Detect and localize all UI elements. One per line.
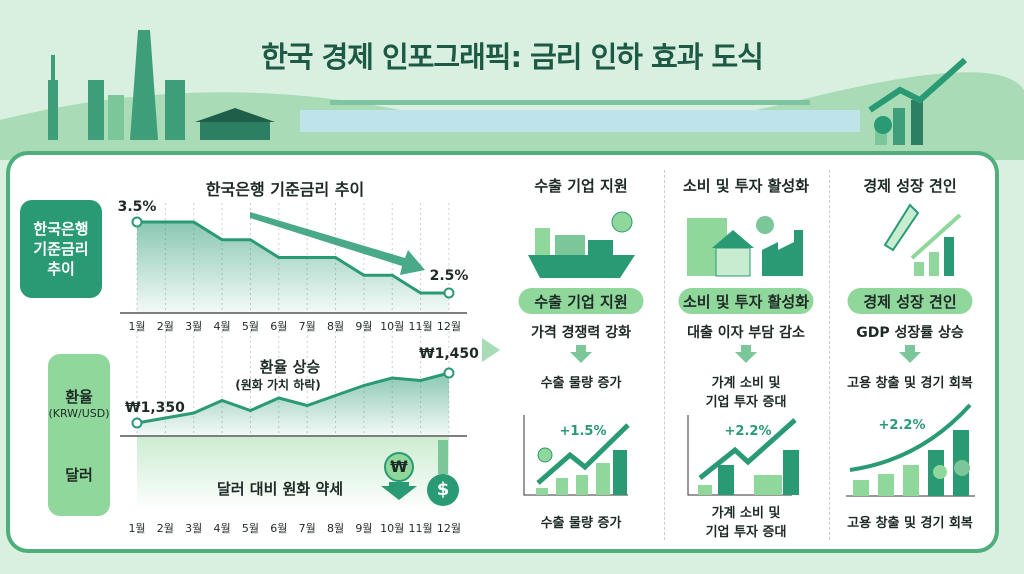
growth-label: +2.2% [724,424,772,439]
column-effect: GDP 성장률 상승 [856,325,964,341]
down-arrow-icon [735,345,757,363]
won-coin-icon: ₩ [384,452,414,482]
rate-heading: 한국은행 기준금리 추이 [205,180,365,199]
rate-start-label: 3.5% [117,199,157,215]
area-fill [137,373,449,436]
month-tick-label: 6월 [270,320,288,333]
flow-arrow-icon [482,338,500,362]
fx-heading: 환율 상승 [259,358,321,376]
month-tick-label: 3월 [185,320,203,333]
column-heading: 수출 기업 지원 [534,177,628,195]
rate-side-label-line: 한국은행 [33,220,89,238]
month-tick-label: 2월 [156,522,174,535]
column-result: 고용 창출 및 경기 회복 [847,376,973,391]
data-point [131,216,143,228]
column-divider [664,170,665,540]
month-tick-label: 10월 [380,320,405,333]
rate-side-label-line: 기준금리 [33,240,89,258]
month-tick-label: 1월 [128,522,146,535]
river [300,110,860,132]
city-buildings-icon [48,30,275,140]
fx-label-top: 환율 [65,387,93,406]
month-tick-label: 4월 [213,522,231,535]
data-point [443,287,455,299]
area-fill [137,222,449,313]
data-point [443,367,455,379]
column-caption: 고용 창출 및 경기 회복 [847,516,973,531]
fx-label-unit: (KRW/USD) [48,406,110,420]
fx-bottom-text: 달러 대비 원화 약세 [216,480,344,498]
month-tick-label: 11월 [408,522,433,535]
fx-start-label: ₩1,350 [125,400,185,416]
down-bar-icon [438,440,448,474]
down-arrow-icon [570,345,592,363]
downtrend-arrow-icon [250,212,425,275]
fx-side-label: 환율 (KRW/USD) 달러 [48,354,110,516]
column-effect: 대출 이자 부담 감소 [687,325,805,341]
month-tick-label: 5월 [241,522,259,535]
growth-chart-icon [868,57,967,145]
bridge [330,100,810,105]
series-line [136,371,450,425]
growth-chart-export-icon [523,415,630,496]
growth-label: +2.2% [878,418,926,433]
rate-end-label: 2.5% [429,268,469,284]
month-tick-label: 7월 [298,320,316,333]
month-tick-label: 12월 [436,522,462,535]
month-tick-label: 9월 [355,320,373,333]
column-effect: 가격 경쟁력 강화 [531,325,631,341]
growth-label: +1.5% [559,424,607,439]
month-tick-label: 8월 [326,320,345,333]
growth-chart-employment-icon [846,403,975,497]
column-heading: 소비 및 투자 활성화 [682,177,810,195]
month-tick-label: 6월 [270,522,288,535]
column-pill: 수출 기업 지원 [518,288,644,314]
month-tick-label: 9월 [355,522,373,535]
month-tick-label: 2월 [156,320,174,333]
data-point [131,417,143,429]
column-caption: 기업 투자 증대 [705,525,787,540]
rocket-growth-icon [883,203,962,276]
month-tick-label: 12월 [436,320,462,333]
rate-side-label: 한국은행 기준금리 추이 [20,200,102,298]
column-result: 가계 소비 및 [711,376,781,391]
dollar-coin-icon: $ [427,474,459,506]
column-heading: 경제 성장 견인 [863,177,957,195]
month-tick-label: 8월 [326,522,345,535]
page-title: 한국 경제 인포그래픽: 금리 인하 효과 도식 [261,40,764,74]
column-result: 기업 투자 증대 [705,395,787,410]
rate-side-label-line: 추이 [47,260,75,278]
shopping-house-factory-icon [687,216,803,277]
month-tick-label: 5월 [241,320,259,333]
fx-end-label: ₩1,450 [419,346,479,362]
down-arrow-icon [899,345,921,363]
month-tick-label: 7월 [298,522,316,535]
cargo-ship-icon [528,211,635,278]
column-pill: 경제 성장 견인 [847,288,973,314]
growth-chart-investment-icon [687,415,799,496]
fx-subheading: (원화 가치 하락) [235,378,321,392]
month-tick-label: 3월 [185,522,203,535]
month-tick-label: 10월 [380,522,405,535]
column-pill: 소비 및 투자 활성화 [678,288,814,314]
fx-label-bottom: 달러 [65,465,93,484]
series-line [137,220,449,295]
month-tick-label: 11월 [408,320,433,333]
down-arrow-icon [381,482,417,500]
column-divider [829,170,830,540]
month-tick-label: 4월 [213,320,231,333]
month-tick-label: 1월 [128,320,146,333]
column-result: 수출 물량 증가 [540,376,622,391]
column-caption: 수출 물량 증가 [540,516,622,531]
column-caption: 가계 소비 및 [711,506,781,521]
